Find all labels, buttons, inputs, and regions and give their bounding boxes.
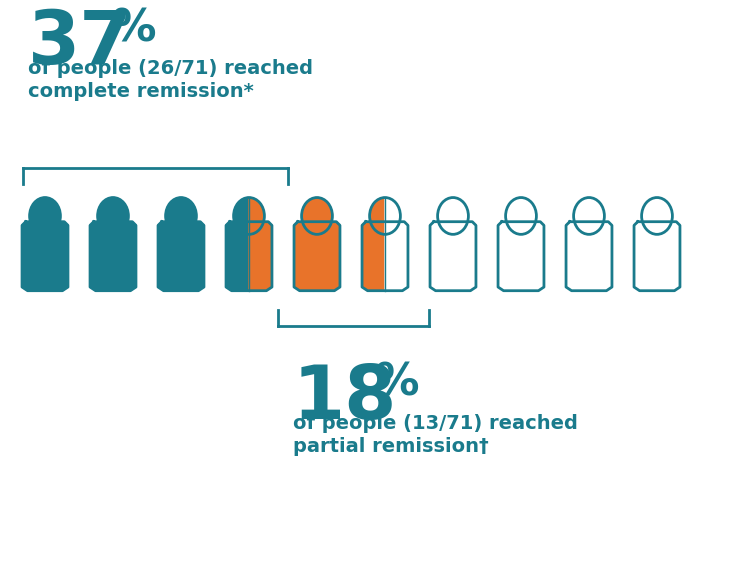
Polygon shape bbox=[166, 197, 181, 234]
Polygon shape bbox=[385, 222, 408, 291]
Polygon shape bbox=[589, 197, 605, 234]
Text: %: % bbox=[112, 7, 156, 50]
Polygon shape bbox=[369, 197, 385, 234]
Text: of people (13/71) reached: of people (13/71) reached bbox=[293, 414, 578, 433]
Polygon shape bbox=[249, 197, 264, 234]
Polygon shape bbox=[90, 222, 113, 291]
Polygon shape bbox=[22, 222, 45, 291]
Polygon shape bbox=[30, 197, 45, 234]
Polygon shape bbox=[498, 222, 521, 291]
Polygon shape bbox=[505, 197, 521, 234]
Polygon shape bbox=[98, 197, 113, 234]
Polygon shape bbox=[249, 222, 272, 291]
Polygon shape bbox=[589, 222, 612, 291]
Polygon shape bbox=[634, 222, 657, 291]
Polygon shape bbox=[574, 197, 589, 234]
Text: 18: 18 bbox=[293, 362, 397, 435]
Polygon shape bbox=[642, 197, 657, 234]
Polygon shape bbox=[566, 222, 589, 291]
Polygon shape bbox=[113, 222, 136, 291]
Polygon shape bbox=[45, 197, 61, 234]
Polygon shape bbox=[453, 197, 468, 234]
Text: of people (26/71) reached: of people (26/71) reached bbox=[28, 59, 313, 78]
Polygon shape bbox=[657, 197, 673, 234]
Polygon shape bbox=[521, 197, 536, 234]
Polygon shape bbox=[234, 197, 249, 234]
Polygon shape bbox=[317, 222, 340, 291]
Text: complete remission*: complete remission* bbox=[28, 82, 254, 101]
Polygon shape bbox=[113, 197, 129, 234]
Polygon shape bbox=[181, 197, 196, 234]
Polygon shape bbox=[302, 197, 317, 234]
Polygon shape bbox=[362, 222, 385, 291]
Polygon shape bbox=[181, 222, 204, 291]
Polygon shape bbox=[45, 222, 68, 291]
Polygon shape bbox=[453, 222, 476, 291]
Text: partial remission†: partial remission† bbox=[293, 437, 488, 456]
Polygon shape bbox=[158, 222, 181, 291]
Polygon shape bbox=[294, 222, 317, 291]
Polygon shape bbox=[317, 197, 332, 234]
Polygon shape bbox=[385, 197, 400, 234]
Polygon shape bbox=[430, 222, 453, 291]
Text: %: % bbox=[375, 362, 420, 405]
Text: 37: 37 bbox=[28, 7, 132, 80]
Polygon shape bbox=[226, 222, 249, 291]
Polygon shape bbox=[657, 222, 680, 291]
Polygon shape bbox=[521, 222, 544, 291]
Polygon shape bbox=[437, 197, 453, 234]
